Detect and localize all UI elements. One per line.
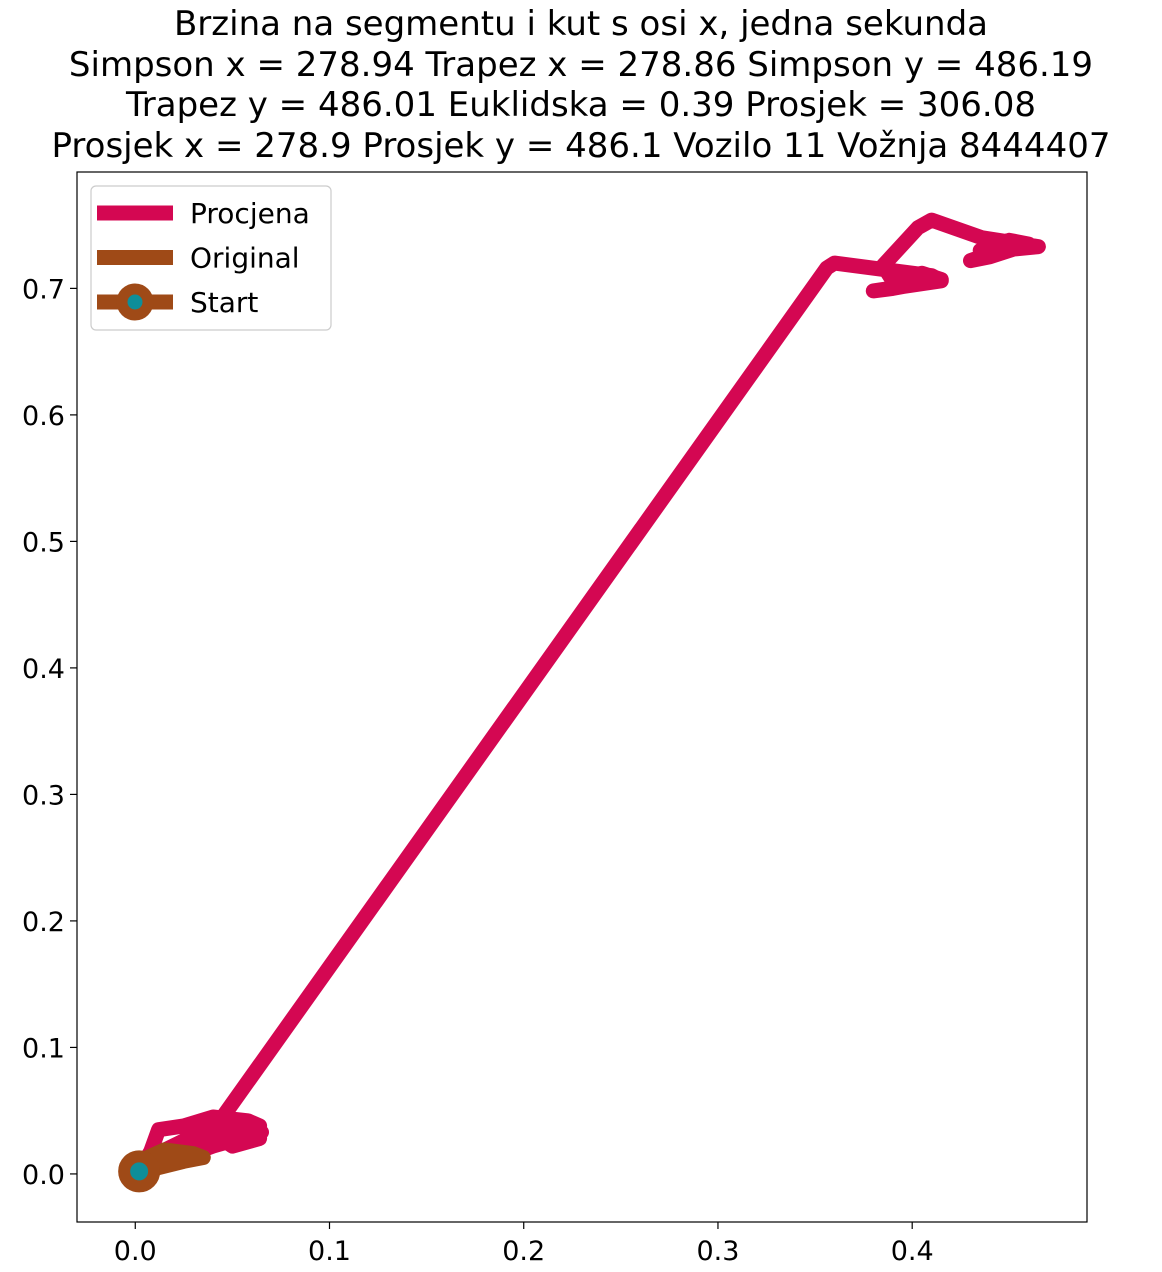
- series-line-original: [131, 1142, 211, 1179]
- x-tick-label: 0.2: [502, 1236, 545, 1267]
- legend: Procjena Original Start: [90, 185, 332, 331]
- title-line-4: Prosjek x = 278.9 Prosjek y = 486.1 Vozi…: [51, 125, 1111, 166]
- title-line-3: Trapez y = 486.01 Euklidska = 0.39 Prosj…: [126, 85, 1036, 125]
- title-line-1: Brzina na segmentu i kut s osi x, jedna …: [173, 4, 988, 44]
- axes-frame: [76, 171, 1088, 1223]
- y-tick-label: 0.1: [22, 1033, 65, 1064]
- legend-label-start: Start: [190, 286, 258, 319]
- legend-label-original: Original: [190, 242, 300, 275]
- chart-title: Brzina na segmentu i kut s osi x, jedna …: [0, 4, 1162, 166]
- x-tick-label: 0.1: [308, 1236, 351, 1267]
- y-tick-label: 0.6: [22, 401, 65, 432]
- y-tick-label: 0.2: [22, 907, 65, 938]
- legend-start-marker: [116, 283, 154, 321]
- y-tick-label: 0.5: [22, 527, 65, 558]
- series-line-procjena: [131, 212, 1046, 1179]
- y-tick-label: 0.3: [22, 780, 65, 811]
- start-marker: [118, 1150, 161, 1193]
- x-tick-label: 0.3: [696, 1236, 739, 1267]
- legend-label-procjena: Procjena: [190, 197, 310, 230]
- y-tick-label: 0.0: [22, 1160, 65, 1191]
- x-tick-label: 0.0: [114, 1236, 157, 1267]
- y-tick-label: 0.7: [22, 274, 65, 305]
- title-line-2: Simpson x = 278.94 Trapez x = 278.86 Sim…: [68, 44, 1094, 85]
- x-tick-label: 0.4: [891, 1236, 934, 1267]
- y-tick-label: 0.4: [22, 654, 65, 685]
